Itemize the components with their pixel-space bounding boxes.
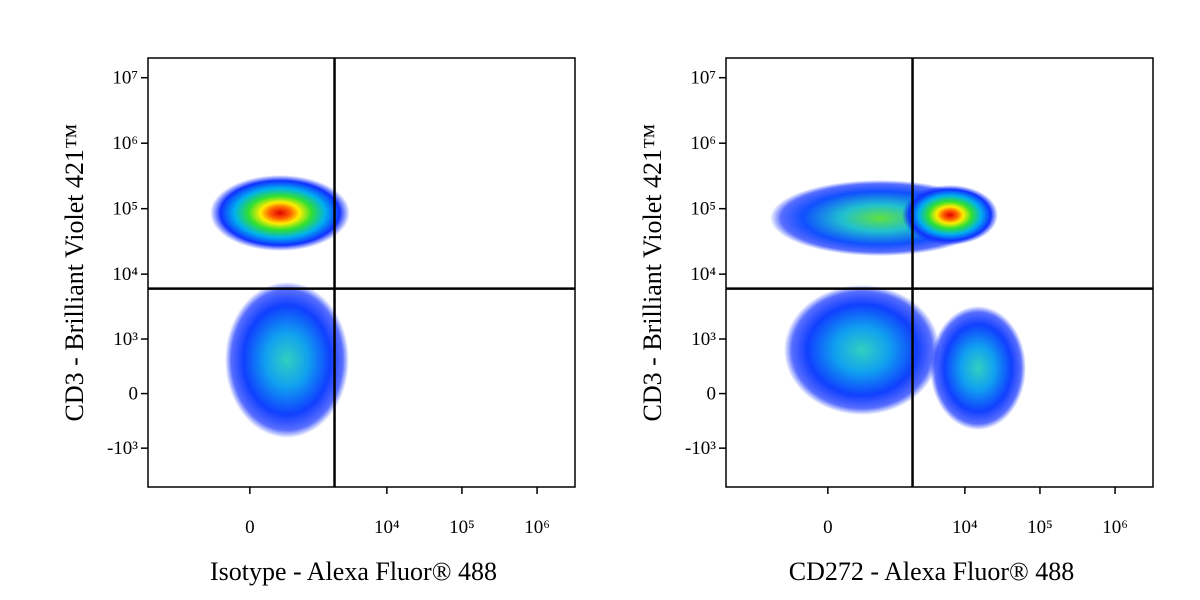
cell-population	[210, 175, 350, 251]
y-tick-label: -10³	[107, 438, 138, 459]
y-tick-label: -10³	[685, 438, 716, 459]
y-tick-label: 10⁴	[112, 264, 138, 285]
cell-population	[930, 306, 1026, 430]
y-tick-label: 10³	[691, 329, 716, 350]
cell-population	[902, 185, 998, 245]
y-tick-label: 10⁶	[112, 133, 138, 154]
x-tick-label: 10⁴	[374, 517, 400, 538]
y-tick-label: 10⁵	[690, 199, 716, 220]
y-tick-label: 10⁶	[690, 133, 716, 154]
y-tick-label: 10⁷	[690, 68, 716, 89]
x-tick-label: 0	[823, 517, 833, 538]
x-axis-title: Isotype - Alexa Fluor® 488	[210, 557, 497, 586]
y-tick-label: 10³	[113, 329, 138, 350]
cell-population	[225, 282, 349, 438]
x-tick-label: 10⁴	[952, 517, 978, 538]
y-tick-label: 0	[707, 384, 717, 405]
x-tick-label: 10⁶	[1102, 517, 1128, 538]
y-tick-label: 10⁵	[112, 199, 138, 220]
y-tick-label: 0	[129, 384, 139, 405]
populations-right	[770, 180, 1026, 430]
x-tick-label: 10⁶	[524, 517, 550, 538]
x-axis-title: CD272 - Alexa Fluor® 488	[789, 557, 1075, 586]
x-tick-label: 10⁵	[449, 517, 475, 538]
plot-frame	[147, 57, 576, 488]
populations-left	[210, 175, 350, 438]
x-tick-label: 0	[245, 517, 255, 538]
y-tick-label: 10⁷	[112, 68, 138, 89]
plot-frame	[725, 57, 1154, 488]
y-axis-title: CD3 - Brilliant Violet 421™	[60, 124, 89, 422]
y-tick-label: 10⁴	[690, 264, 716, 285]
x-tick-label: 10⁵	[1027, 517, 1053, 538]
cell-population	[784, 285, 940, 415]
y-axis-title: CD3 - Brilliant Violet 421™	[638, 124, 667, 422]
